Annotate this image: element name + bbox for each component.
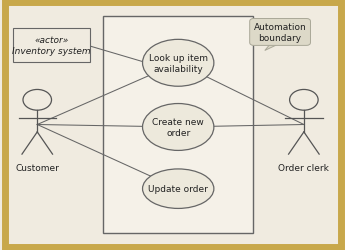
Polygon shape <box>265 43 282 51</box>
Text: Automation
boundary: Automation boundary <box>254 23 306 43</box>
Text: Order clerk: Order clerk <box>278 163 329 172</box>
Text: Create new
order: Create new order <box>152 118 204 137</box>
FancyBboxPatch shape <box>5 3 341 247</box>
FancyBboxPatch shape <box>250 20 310 46</box>
Text: Update order: Update order <box>148 184 208 194</box>
Text: Customer: Customer <box>15 163 59 172</box>
Ellipse shape <box>142 40 214 87</box>
Ellipse shape <box>142 169 214 208</box>
Text: «actor»
Inventory system: «actor» Inventory system <box>12 36 91 56</box>
Ellipse shape <box>142 104 214 151</box>
Text: Look up item
availability: Look up item availability <box>149 54 208 73</box>
FancyBboxPatch shape <box>13 29 90 62</box>
Bar <box>104 17 253 233</box>
